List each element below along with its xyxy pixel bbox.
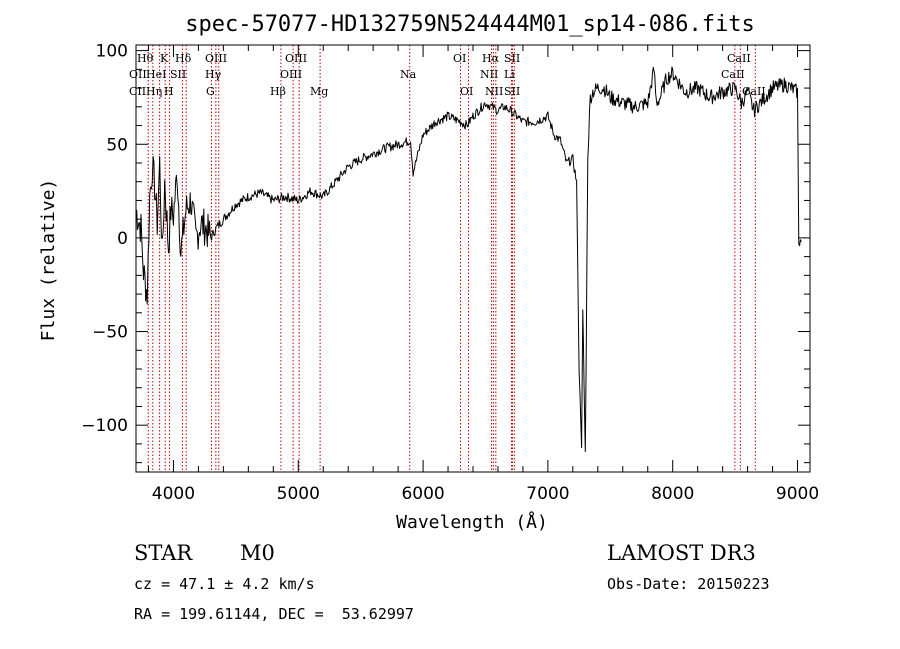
survey-name: LAMOST DR3 [607, 541, 756, 565]
label-cii: CII [129, 85, 146, 98]
label-sii-c: SII [504, 85, 520, 98]
observation-date: Obs-Date: 20150223 [607, 575, 770, 593]
label-g: G [206, 85, 215, 98]
label-nii-a: NII [480, 68, 498, 81]
label-h-gamma: Hγ [205, 68, 222, 81]
x-tick-label-7000: 7000 [526, 484, 569, 504]
label-h: H [164, 85, 174, 98]
y-tick-label-0: 0 [117, 229, 128, 249]
x-axis-label: Wavelength (Å) [396, 511, 548, 533]
label-k: K [160, 52, 169, 65]
label-oi-a: OI [453, 52, 466, 65]
y-tick-label-50: 50 [106, 135, 128, 155]
label-sii-a: SII [170, 68, 186, 81]
label-na: Na [400, 68, 417, 81]
subclass: M0 [240, 541, 275, 565]
x-tick-label-6000: 6000 [401, 484, 444, 504]
spectrum-line [136, 66, 802, 453]
label-oiii-c: OIII [280, 68, 302, 81]
label-li: Li [504, 68, 515, 81]
label-nii-b: NII [485, 85, 503, 98]
label-caii-c: CaII [742, 85, 766, 98]
label-caii-a: CaII [727, 52, 751, 65]
x-tick-label-8000: 8000 [651, 484, 694, 504]
label-sii-b: SII [504, 52, 520, 65]
label-mg: Mg [310, 85, 328, 98]
label-h-beta: Hβ [270, 85, 286, 98]
label-h-alpha: Hα [482, 52, 500, 65]
x-tick-label-5000: 5000 [277, 484, 320, 504]
axis-ticks: 4000 5000 6000 7000 8000 9000 −100 −50 0 50 100 [81, 42, 819, 504]
line-labels: Hθ OII CII K HeI Hη Hδ SII H OIII Hγ G O… [129, 52, 766, 98]
label-h-delta: Hδ [175, 52, 192, 65]
y-axis-label: Flux (relative) [38, 179, 59, 342]
label-oiii-a: OIII [205, 52, 227, 65]
x-tick-label-4000: 4000 [152, 484, 195, 504]
label-h-theta: Hθ [137, 52, 154, 65]
label-caii-b: CaII [721, 68, 745, 81]
label-oiii-b: OIII [285, 52, 307, 65]
plot-frame [135, 44, 811, 473]
label-oi-b: OI [460, 85, 473, 98]
y-tick-label-100: 100 [96, 42, 128, 62]
redshift-value: cz = 47.1 ± 4.2 km/s [134, 575, 315, 593]
y-tick-label--100: −100 [81, 416, 128, 436]
coordinates: RA = 199.61144, DEC = 53.62997 [134, 605, 414, 623]
y-tick-label--50: −50 [92, 323, 128, 343]
label-hei: HeI [146, 68, 166, 81]
x-tick-label-9000: 9000 [776, 484, 819, 504]
chart-title: spec-57077-HD132759N524444M01_sp14-086.f… [185, 12, 755, 37]
label-h-eta: Hη [146, 85, 162, 98]
spectrum-layer [136, 66, 802, 453]
emission-line-markers [147, 45, 756, 472]
label-oii: OII [129, 68, 147, 81]
object-class: STAR [134, 541, 193, 565]
